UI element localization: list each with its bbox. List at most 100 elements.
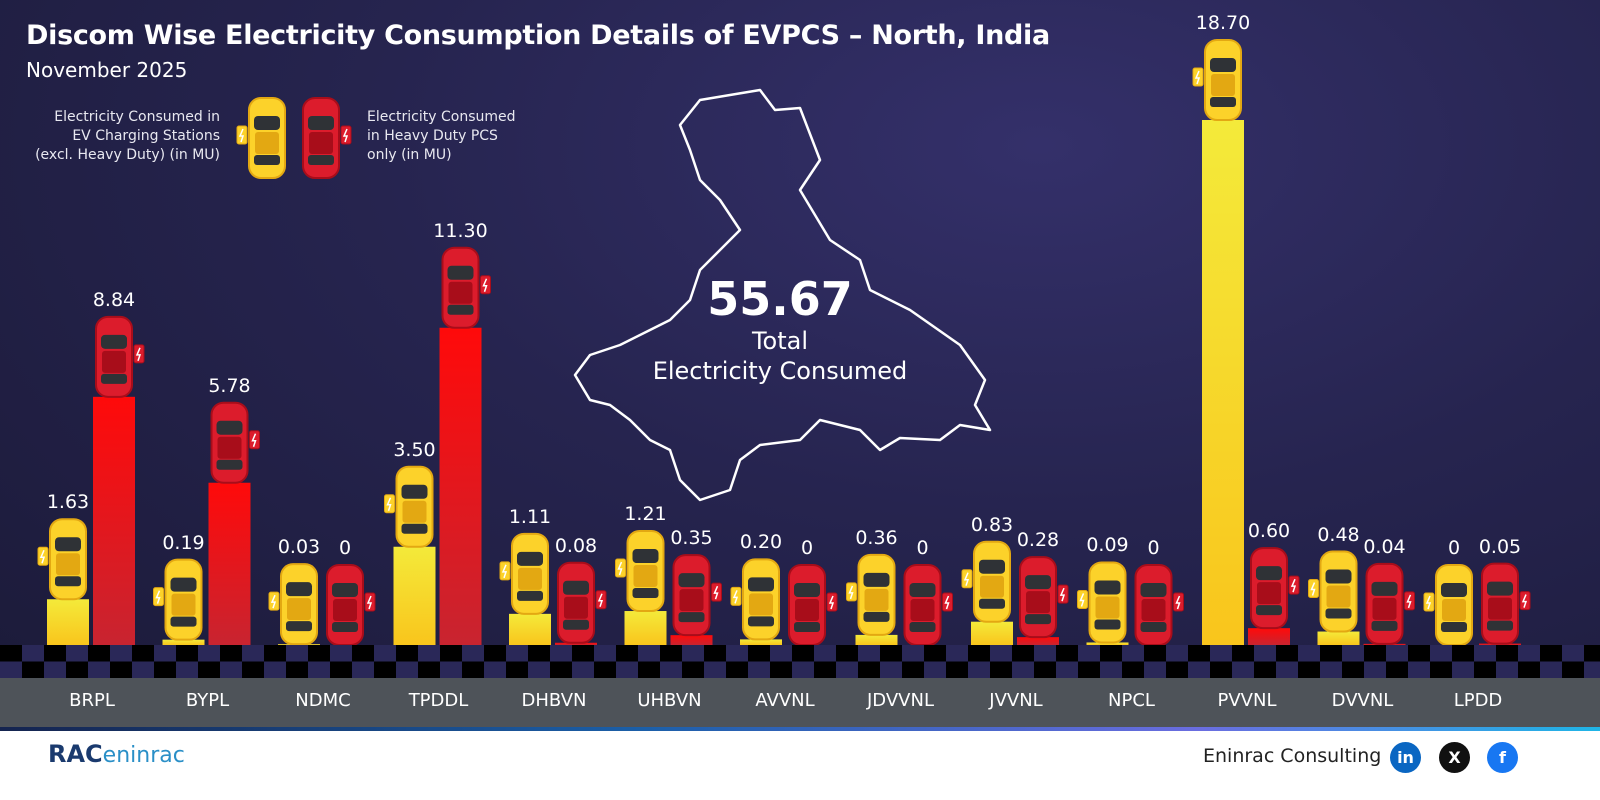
charger-icon	[480, 275, 491, 295]
checker-square	[924, 661, 946, 678]
checker-square	[1364, 661, 1386, 678]
checker-square	[1276, 661, 1298, 678]
checker-square	[990, 661, 1012, 678]
legend-line: in Heavy Duty PCS	[367, 128, 498, 144]
charger-icon	[236, 125, 248, 145]
checker-square	[1210, 645, 1232, 662]
checker-square	[1056, 645, 1078, 662]
category-label: PVVNL	[1217, 690, 1277, 711]
bar-ev-charging	[855, 634, 898, 645]
checker-square	[572, 645, 594, 662]
total-label-1: Total	[751, 327, 809, 355]
checker-square	[946, 645, 968, 662]
checker-square	[946, 661, 968, 678]
category-label: LPDD	[1453, 690, 1503, 711]
data-label: 0.19	[162, 531, 205, 554]
checker-square	[1518, 661, 1540, 678]
category-label: NDMC	[295, 690, 351, 711]
checker-square	[1408, 645, 1430, 662]
checker-square	[880, 645, 902, 662]
checker-square	[1298, 661, 1320, 678]
checker-square	[308, 645, 330, 662]
checker-square	[638, 661, 660, 678]
checker-square	[528, 645, 550, 662]
car-red-icon	[441, 246, 491, 329]
bar-ev-charging	[393, 546, 436, 645]
checker-square	[814, 645, 836, 662]
bar-heavy-duty	[439, 327, 482, 645]
checker-square	[1122, 661, 1144, 678]
checker-square	[1562, 661, 1584, 678]
total-value: 55.67	[707, 272, 853, 326]
data-label: 0	[1447, 537, 1461, 559]
checker-square	[396, 645, 418, 662]
checker-square	[374, 661, 396, 678]
checker-square	[1386, 661, 1408, 678]
bar-ev-charging	[509, 613, 551, 645]
checker-square	[682, 645, 704, 662]
checker-square	[660, 661, 682, 678]
checker-square	[814, 661, 836, 678]
charger-icon	[153, 587, 164, 607]
bar-ev-charging	[47, 599, 89, 645]
data-label: 0.48	[1317, 523, 1360, 546]
checker-square	[1210, 661, 1232, 678]
checker-square	[1078, 645, 1100, 662]
bar-ev-charging	[162, 639, 205, 645]
facebook-icon[interactable]: f	[1487, 742, 1518, 773]
checker-square	[572, 661, 594, 678]
car-yellow-icon	[846, 553, 896, 636]
charger-icon	[1404, 591, 1415, 611]
checker-square	[66, 645, 88, 662]
car-yellow-icon	[615, 530, 665, 613]
checker-square	[704, 661, 726, 678]
data-label: 0.04	[1363, 535, 1406, 558]
checker-square	[1144, 661, 1166, 678]
category-axis-band	[0, 678, 1600, 727]
bar-ev-charging	[971, 621, 1013, 645]
checker-square	[1100, 645, 1122, 662]
bar-heavy-duty	[1017, 637, 1059, 645]
car-yellow-icon	[961, 540, 1011, 623]
checker-square	[1430, 661, 1452, 678]
charger-icon	[942, 592, 953, 612]
checker-square	[440, 661, 462, 678]
checker-square	[1408, 661, 1430, 678]
charger-icon	[1192, 67, 1204, 87]
charger-icon	[1077, 589, 1088, 609]
checker-square	[44, 661, 66, 678]
car-yellow-icon	[499, 532, 549, 615]
car-yellow-icon	[37, 518, 87, 601]
data-label: 0.03	[277, 536, 321, 559]
car-yellow-icon	[1308, 550, 1358, 633]
checker-square	[330, 645, 352, 662]
charger-icon	[1519, 591, 1531, 611]
checker-square	[1452, 645, 1474, 662]
charger-icon	[615, 558, 626, 578]
bar-heavy-duty	[208, 482, 251, 645]
x-twitter-icon[interactable]: X	[1439, 742, 1470, 773]
data-label: 0	[338, 537, 352, 559]
chart-title: Discom Wise Electricity Consumption Deta…	[26, 20, 1050, 51]
checker-square	[132, 645, 154, 662]
checker-square	[1430, 645, 1452, 662]
checker-square	[924, 645, 946, 662]
checker-square	[176, 661, 198, 678]
charger-icon	[595, 590, 607, 610]
checker-square	[1232, 661, 1254, 678]
checker-square	[726, 661, 748, 678]
checker-square	[1540, 645, 1562, 662]
charger-icon	[711, 582, 722, 602]
checker-square	[880, 661, 902, 678]
checker-square	[1342, 645, 1364, 662]
legend-line: (excl. Heavy Duty) (in MU)	[35, 147, 220, 163]
checker-square	[550, 661, 572, 678]
checker-square	[1188, 661, 1210, 678]
checker-square	[198, 661, 220, 678]
checker-square	[1034, 661, 1056, 678]
linkedin-icon[interactable]: in	[1390, 742, 1421, 773]
car-red-icon	[210, 401, 260, 484]
bar-ev-charging	[624, 611, 667, 645]
category-label: TPDDL	[408, 690, 469, 711]
checker-square	[836, 661, 858, 678]
